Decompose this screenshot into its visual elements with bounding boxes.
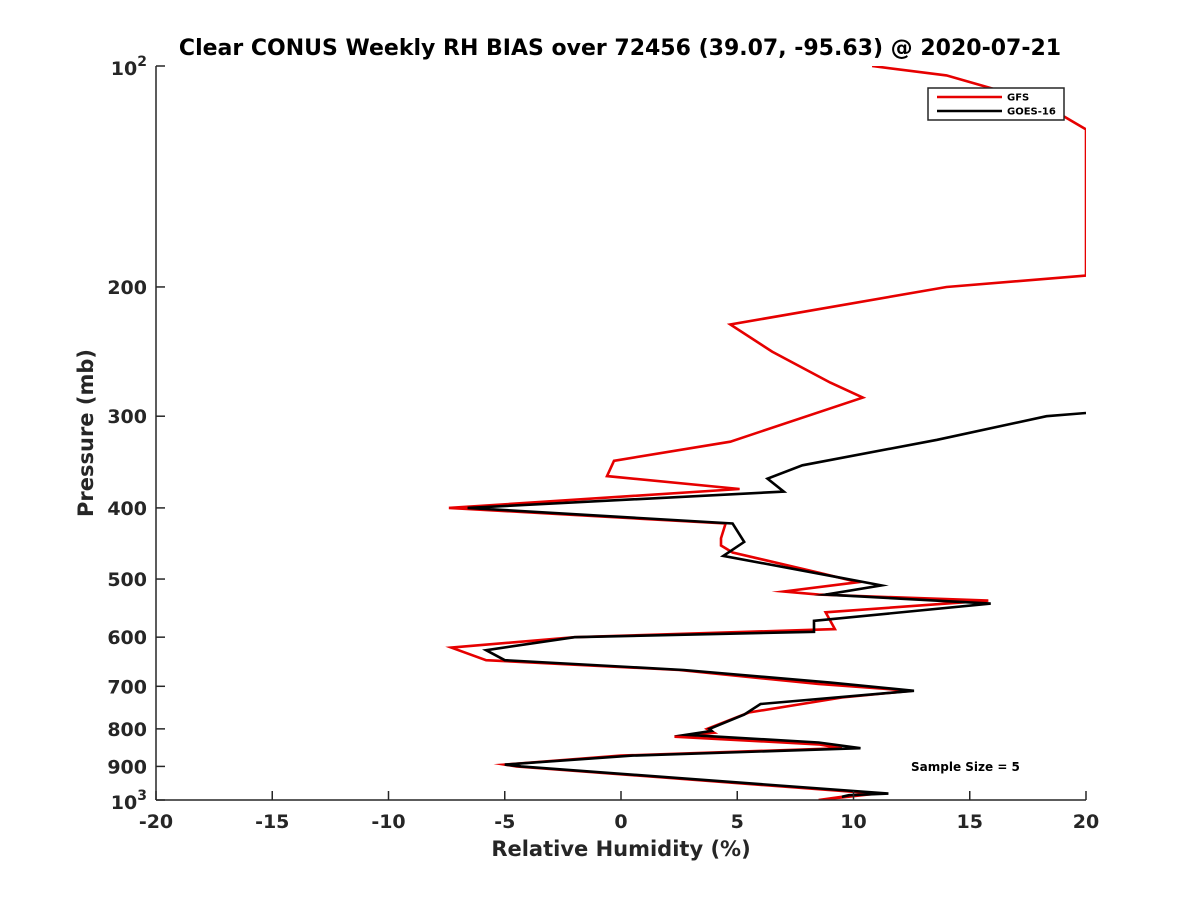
x-tick-label: -10: [371, 811, 405, 833]
y-axis-label: Pressure (mb): [74, 349, 98, 517]
y-tick-label: 200: [107, 277, 147, 299]
y-tick-label: 103: [111, 788, 147, 814]
series-layer: [445, 66, 1086, 800]
sample-size-annotation: Sample Size = 5: [911, 760, 1020, 774]
y-tick-label: 700: [107, 676, 147, 698]
x-axis-label: Relative Humidity (%): [491, 837, 750, 861]
x-tick-label: 15: [957, 811, 983, 833]
axes-layer: -20 -15 -10 -5 0 5 10 15 20102200300400500600700…: [107, 54, 1099, 833]
x-tick-label: 5: [731, 811, 744, 833]
y-tick-label: 800: [107, 719, 147, 741]
x-tick-label: 10: [840, 811, 866, 833]
x-tick-label: 20: [1073, 811, 1099, 833]
y-tick-label: 102: [111, 54, 147, 80]
legend-box: [927, 87, 1065, 121]
y-tick-label: 400: [107, 498, 147, 520]
y-tick-label: 500: [107, 569, 147, 591]
legend-label-gfs: GFS: [1007, 93, 1029, 104]
x-tick-label: -20: [139, 811, 173, 833]
chart-title: Clear CONUS Weekly RH BIAS over 72456 (3…: [179, 36, 1061, 61]
y-tick-label-exponent: 3: [137, 788, 147, 804]
x-tick-label: 0: [614, 811, 627, 833]
y-tick-label: 300: [107, 406, 147, 428]
y-tick-label-exponent: 2: [137, 54, 147, 70]
y-tick-label-base: 10: [111, 58, 137, 80]
y-tick-label-base: 10: [111, 792, 137, 814]
y-tick-label: 900: [107, 756, 147, 778]
x-tick-label: -15: [255, 811, 289, 833]
legend-label-goes16: GOES-16: [1007, 107, 1056, 118]
y-tick-label: 600: [107, 627, 147, 649]
x-tick-label: -5: [494, 811, 515, 833]
legend: GFS GOES-16: [927, 87, 1065, 121]
series-line-goes16: [467, 411, 1086, 799]
